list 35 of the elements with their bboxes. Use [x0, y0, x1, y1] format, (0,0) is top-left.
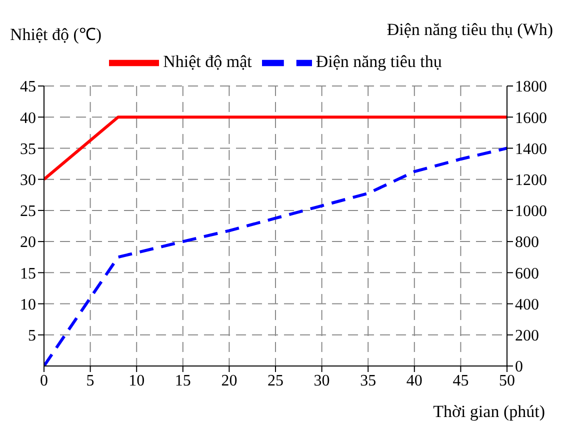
y2-tick-label: 800 [515, 234, 539, 252]
y-tick-label: 20 [20, 234, 36, 252]
x-tick-label: 0 [40, 372, 48, 390]
y2-tick-label: 0 [515, 358, 523, 376]
y-tick-label: 25 [20, 203, 36, 220]
legend-label: Điện năng tiêu thụ [316, 52, 442, 71]
y2-tick-label: 200 [515, 328, 539, 345]
x-tick-label: 45 [452, 372, 469, 390]
y-tick-label: 10 [20, 296, 36, 314]
y-tick-label: 45 [20, 78, 36, 96]
y-tick-label: 30 [20, 172, 36, 190]
x-tick-label: 15 [174, 372, 191, 390]
x-tick-label: 50 [499, 372, 515, 390]
y2-axis-title: Điện năng tiêu thụ (Wh) [386, 20, 553, 40]
y2-tick-label: 1400 [515, 140, 547, 158]
y-tick-label: 15 [20, 265, 36, 282]
x-tick-label: 20 [221, 372, 238, 390]
x-tick-label: 30 [314, 372, 330, 390]
x-tick-label: 40 [406, 372, 422, 390]
x-axis-title: Thời gian (phút) [433, 402, 545, 422]
x-tick-label: 5 [86, 372, 94, 390]
y2-tick-label: 1200 [515, 172, 547, 190]
x-tick-label: 25 [268, 372, 284, 390]
y-tick-label: 40 [20, 110, 36, 127]
y2-tick-label: 400 [515, 296, 539, 314]
y2-tick-label: 600 [515, 265, 539, 282]
y-tick-label: 35 [20, 140, 36, 158]
x-tick-label: 10 [128, 372, 145, 390]
y2-tick-label: 1600 [515, 110, 547, 127]
y-tick-label: 5 [28, 328, 36, 345]
y-axis-title: Nhiệt độ (℃) [10, 24, 102, 45]
legend-label: Nhiệt độ mật [163, 52, 252, 71]
y2-tick-label: 1000 [515, 203, 547, 220]
y2-tick-label: 1800 [515, 78, 547, 96]
x-tick-label: 35 [360, 372, 376, 390]
